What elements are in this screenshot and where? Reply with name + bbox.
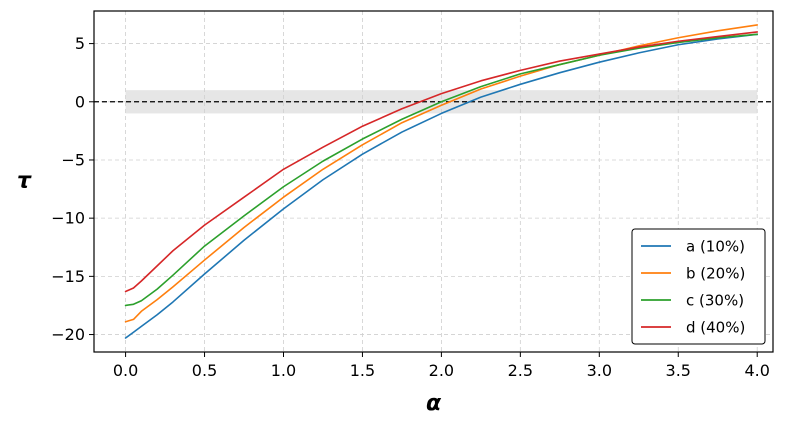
x-axis-label: α xyxy=(426,391,442,416)
y-tick-label-4: −15 xyxy=(51,267,85,286)
y-tick-label-1: 0 xyxy=(75,92,85,111)
x-tick-label-7: 3.5 xyxy=(666,361,691,380)
series-2 xyxy=(124,33,759,307)
y-tick-label-0: 5 xyxy=(75,34,85,53)
legend-box xyxy=(631,228,766,345)
legend: a (10%) b (20%) c (30%) d (40%) xyxy=(631,228,766,345)
y-tick-label-5: −20 xyxy=(51,325,85,344)
series-0 xyxy=(124,33,759,339)
series-line-3 xyxy=(124,31,759,293)
legend-label-3: d (40%) xyxy=(686,319,745,337)
y-tick-label-2: −5 xyxy=(61,150,85,169)
ticks-layer: 0.0 0.5 1.0 1.5 2.0 2.5 3.0 3.5 4.0 5 0 −5 −10 −15 −20 xyxy=(51,34,770,380)
x-tick-label-0: 0.0 xyxy=(113,361,138,380)
x-tick-label-5: 2.5 xyxy=(508,361,533,380)
legend-label-2: c (30%) xyxy=(686,292,744,310)
x-tick-label-6: 3.0 xyxy=(587,361,612,380)
plot-frame xyxy=(93,10,774,353)
x-tick-label-8: 4.0 xyxy=(744,361,769,380)
series-line-2 xyxy=(124,33,759,307)
y-axis-label: τ xyxy=(17,169,32,194)
x-tick-label-2: 1.0 xyxy=(271,361,296,380)
x-tick-label-4: 2.0 xyxy=(429,361,454,380)
legend-label-1: b (20%) xyxy=(686,265,745,283)
series-3 xyxy=(124,31,759,293)
y-tick-label-3: −10 xyxy=(51,209,85,228)
series-layer xyxy=(124,24,759,339)
legend-label-0: a (10%) xyxy=(686,238,745,256)
x-tick-label-3: 1.5 xyxy=(350,361,375,380)
series-line-0 xyxy=(124,33,759,339)
x-tick-label-1: 0.5 xyxy=(192,361,217,380)
plot-frame-layer xyxy=(93,10,774,353)
